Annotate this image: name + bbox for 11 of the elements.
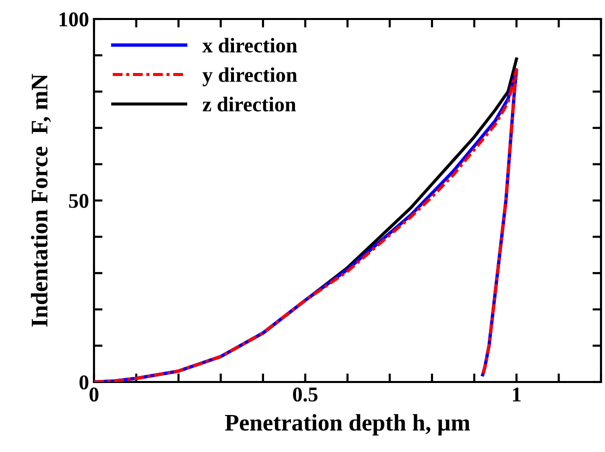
x-tick-label: 1: [512, 388, 521, 402]
x-tick-label: 0.5: [293, 387, 318, 402]
y-tick-label: 100: [60, 12, 88, 26]
x-axis-title: Penetration depth h, µm: [225, 414, 470, 436]
legend-label: x direction: [202, 38, 298, 53]
legend-label: y direction: [202, 67, 298, 86]
y-tick-label: 0: [80, 375, 88, 390]
x-tick-label: 0: [90, 387, 98, 402]
y-axis-title: Indentation Force F, mN: [30, 74, 51, 327]
legend-label: z direction: [202, 96, 296, 112]
y-tick-label: 50: [69, 194, 88, 208]
